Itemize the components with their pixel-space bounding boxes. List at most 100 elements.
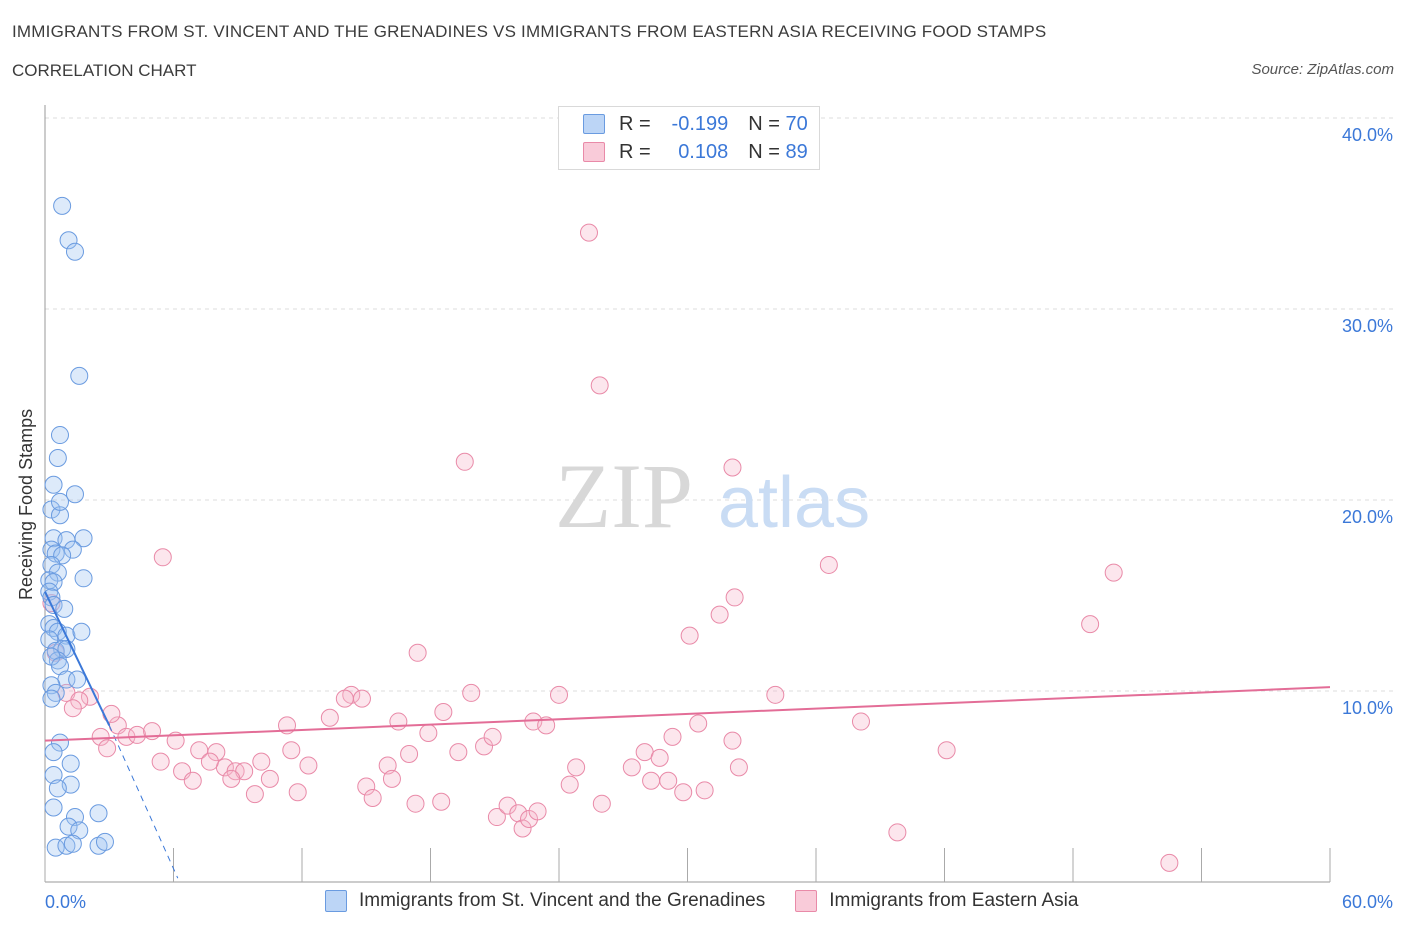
data-point-eastern-asia [1081,615,1100,634]
data-point-eastern-asia [487,808,506,827]
data-point-eastern-asia [288,783,307,802]
data-point-eastern-asia [937,741,956,760]
data-point-eastern-asia [70,691,89,710]
data-point-eastern-asia [260,769,279,788]
data-point-eastern-asia [91,727,110,746]
data-point-st-vincent [72,622,91,641]
data-point-st-vincent [44,573,63,592]
data-point-eastern-asia [710,605,729,624]
data-point-eastern-asia [408,643,427,662]
watermark-zip: ZIP [555,445,693,547]
data-point-eastern-asia [406,794,425,813]
y-axis-label: Receiving Food Stamps [16,408,36,600]
data-point-eastern-asia [432,792,451,811]
data-point-eastern-asia [567,758,586,777]
data-point-st-vincent [55,599,74,618]
data-point-st-vincent [65,485,84,504]
data-point-eastern-asia [674,783,693,802]
data-point-eastern-asia [419,724,438,743]
legend-n-value-blue: 70 [785,112,808,135]
data-point-eastern-asia [528,802,547,821]
data-point-eastern-asia [725,588,744,607]
y-tick-label: 20.0% [1342,507,1393,527]
data-point-eastern-asia [434,703,453,722]
data-point-eastern-asia [888,823,907,842]
data-point-eastern-asia [851,712,870,731]
legend-swatch-pink [583,142,605,162]
data-point-eastern-asia [462,683,481,702]
series-legend-item-eastern-asia[interactable]: Immigrants from Eastern Asia [795,890,1078,912]
series-legend-label-st-vincent: Immigrants from St. Vincent and the Gren… [359,890,766,911]
data-point-eastern-asia [1160,853,1179,872]
data-point-st-vincent [63,834,82,853]
data-point-st-vincent [44,766,63,785]
data-point-eastern-asia [320,708,339,727]
data-point-eastern-asia [513,819,532,838]
data-point-eastern-asia [98,739,117,758]
data-point-eastern-asia [766,685,785,704]
data-point-st-vincent [48,448,67,467]
trend-lines [44,591,1331,879]
data-point-eastern-asia [592,794,611,813]
data-point-st-vincent [44,798,63,817]
data-point-eastern-asia [200,752,219,771]
data-point-st-vincent [48,779,67,798]
data-point-eastern-asia [335,689,354,708]
data-point-eastern-asia [622,758,641,777]
data-point-eastern-asia [590,376,609,395]
data-point-eastern-asia [550,685,568,704]
data-point-eastern-asia [151,752,170,771]
data-point-eastern-asia [299,756,318,775]
grid-lines [45,117,1395,692]
trend-line-st-vincent-extension [108,725,179,879]
series-legend-swatch-pink [795,890,818,912]
series-eastern-asia [42,223,1179,872]
data-point-eastern-asia [483,727,502,746]
legend-r-label: R = [619,112,651,135]
data-point-eastern-asia [363,788,382,807]
chart-title: IMMIGRANTS FROM ST. VINCENT AND THE GREN… [12,22,1047,41]
legend-r-label: R = [619,140,651,163]
data-point-eastern-asia [357,777,376,796]
data-point-eastern-asia [183,771,202,790]
data-point-eastern-asia [128,725,147,744]
data-point-st-vincent [50,492,69,511]
data-point-eastern-asia [382,769,401,788]
data-point-st-vincent [74,569,93,588]
data-point-eastern-asia [166,731,185,750]
data-point-st-vincent [42,689,61,708]
data-point-eastern-asia [378,756,397,775]
series-legend: Immigrants from St. Vincent and the Gren… [325,890,1108,912]
data-point-eastern-asia [729,758,748,777]
data-point-st-vincent [53,196,72,215]
correlation-legend: R = -0.199 N = 70 R = 0.108 N = 89 [558,106,820,170]
data-point-eastern-asia [282,741,301,760]
legend-swatch-blue [583,114,605,134]
data-point-eastern-asia [245,785,264,804]
series-legend-label-eastern-asia: Immigrants from Eastern Asia [829,890,1079,911]
data-point-st-vincent [65,808,84,827]
data-point-eastern-asia [642,771,661,790]
source-label: Source: ZipAtlas.com [1251,61,1394,78]
data-point-st-vincent [46,544,65,563]
legend-n-label: N = [748,112,780,135]
data-point-st-vincent [70,366,89,385]
trend-line-eastern-asia [44,686,1331,742]
series-legend-item-st-vincent[interactable]: Immigrants from St. Vincent and the Gren… [325,890,765,912]
data-point-st-vincent [95,832,114,851]
legend-r-value-blue: -0.199 [671,112,729,135]
data-point-st-vincent [50,506,69,525]
data-point-st-vincent [50,426,69,445]
watermark: ZIP atlas [555,445,870,547]
data-point-eastern-asia [537,716,556,735]
series-legend-swatch-blue [325,890,347,912]
y-tick-label: 40.0% [1342,125,1393,145]
data-point-st-vincent [57,836,76,855]
data-point-st-vincent [59,231,78,250]
data-point-eastern-asia [723,731,742,750]
data-point-st-vincent [44,743,63,762]
data-point-eastern-asia [400,745,419,764]
watermark-atlas: atlas [718,463,870,543]
data-point-eastern-asia [102,704,121,723]
data-point-eastern-asia [207,743,226,762]
